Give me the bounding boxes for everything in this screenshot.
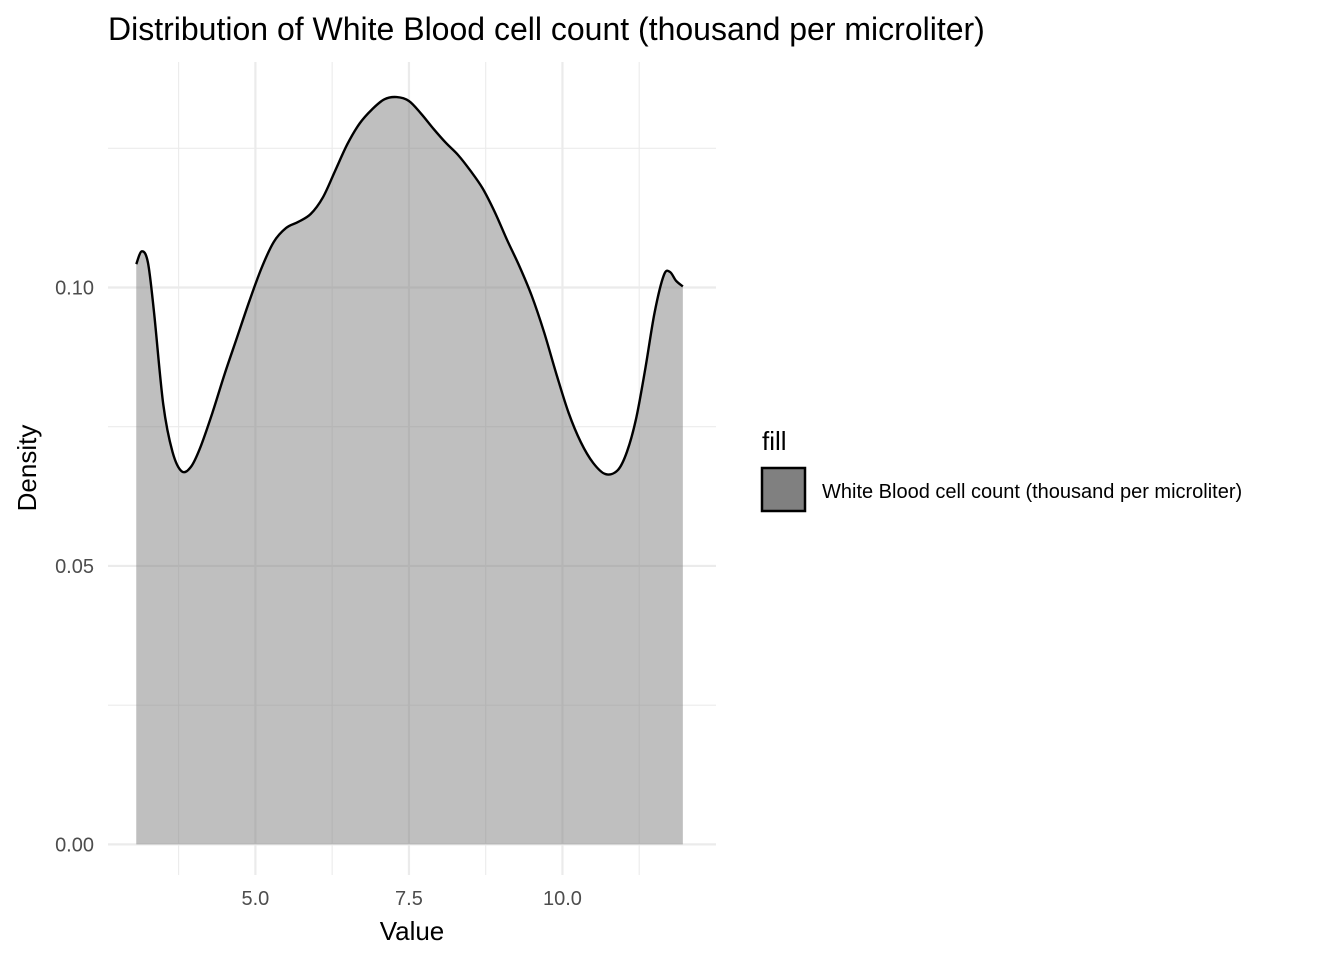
legend: fill White Blood cell count (thousand pe… — [760, 426, 1242, 513]
chart-title: Distribution of White Blood cell count (… — [108, 11, 985, 47]
legend-key-swatch — [760, 466, 807, 513]
x-tick-label-0: 5.0 — [241, 888, 269, 910]
legend-title: fill — [762, 426, 787, 456]
y-tick-label-1: 0.05 — [55, 556, 94, 578]
y-tick-label-2: 0.10 — [55, 278, 94, 300]
x-tick-label-1: 7.5 — [395, 888, 423, 910]
x-tick-labels: 5.0 7.5 10.0 — [241, 888, 581, 910]
density-area — [135, 95, 684, 845]
y-tick-labels: 0.00 0.05 0.10 — [55, 278, 94, 857]
x-tick-label-2: 10.0 — [543, 888, 582, 910]
density-area-fill — [136, 97, 683, 845]
x-axis-title: Value — [380, 916, 445, 946]
y-axis-title: Density — [12, 425, 42, 512]
legend-entry-label: White Blood cell count (thousand per mic… — [822, 481, 1242, 503]
density-curve-line — [135, 95, 684, 476]
y-tick-label-0: 0.00 — [55, 834, 94, 856]
